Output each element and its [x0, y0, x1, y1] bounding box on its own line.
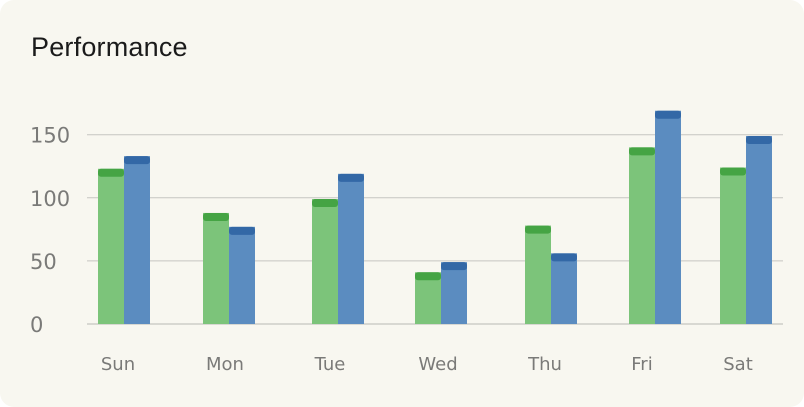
bar — [124, 156, 150, 324]
y-tick-label: 150 — [30, 124, 70, 148]
x-tick-label: Tue — [314, 354, 346, 375]
x-tick-label: Sat — [723, 354, 753, 375]
bar — [746, 135, 772, 324]
bar — [629, 147, 655, 324]
bar-cap — [551, 253, 577, 262]
bar — [655, 110, 681, 324]
bar — [98, 168, 124, 324]
bar-cap — [720, 167, 746, 176]
bar-cap — [415, 272, 441, 281]
bar — [203, 212, 229, 324]
bar-cap — [312, 199, 338, 208]
bar-cap — [746, 135, 772, 144]
x-tick-label: Fri — [631, 354, 652, 375]
bar — [441, 262, 467, 324]
x-tick-label: Wed — [418, 354, 457, 375]
x-tick-label: Mon — [206, 354, 244, 375]
bar — [720, 167, 746, 324]
y-tick-label: 50 — [30, 250, 57, 274]
bar-cap — [441, 262, 467, 271]
bar-cap — [629, 147, 655, 156]
bar — [229, 226, 255, 324]
x-tick-label: Thu — [527, 354, 562, 375]
y-tick-label: 100 — [30, 187, 70, 211]
bar — [551, 253, 577, 324]
bar — [338, 173, 364, 324]
bar-cap — [229, 226, 255, 235]
bar-cap — [338, 173, 364, 182]
y-tick-label: 0 — [30, 313, 43, 337]
bar-cap — [98, 168, 124, 177]
chart-title: Performance — [31, 32, 188, 62]
bar-cap — [203, 212, 229, 221]
bar-cap — [124, 156, 150, 165]
bar-cap — [525, 225, 551, 234]
x-tick-label: Sun — [101, 354, 135, 375]
bar-cap — [655, 110, 681, 119]
bar — [525, 225, 551, 324]
bar — [312, 199, 338, 324]
bar — [415, 272, 441, 324]
